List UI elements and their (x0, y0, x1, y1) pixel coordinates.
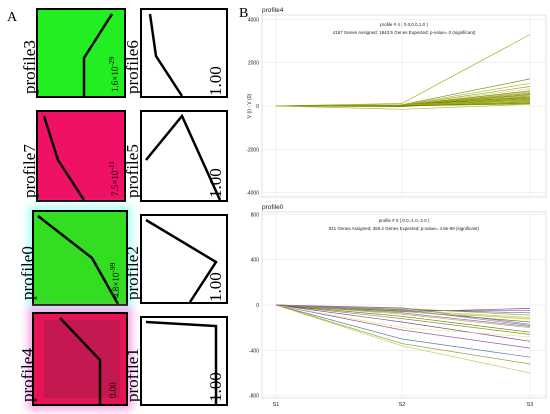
chart2-title: profile0 (262, 204, 284, 211)
chart-xtick: S3 (527, 402, 534, 408)
profile2-tile (140, 214, 228, 304)
profile5-curve (145, 113, 222, 200)
chart2-series-line (275, 304, 531, 333)
profile6-tile (140, 8, 228, 98)
profile3-curve (82, 13, 114, 96)
chart1-ylabel: V (i) - V (0) (247, 93, 253, 118)
profile1-curve (145, 320, 218, 404)
chart1-subtitle1: profile # 4 ( 0.0,0.0,1.0 ) (380, 22, 428, 27)
chart2-series-line (275, 304, 531, 342)
chart2-series-line (275, 304, 531, 327)
profile0-curve (37, 215, 120, 304)
chart2-subtitle1: profile # 0 ( 0.0,-1.0,-2.0 ) (379, 218, 430, 223)
chart2-series-line (275, 304, 531, 329)
chart1-ytick: 2000 (248, 61, 259, 67)
chart2-ytick: 0 (256, 303, 259, 309)
chart2-series-line (275, 304, 531, 374)
chart1-ytick: 4000 (248, 17, 259, 23)
profile6-curve (148, 13, 184, 96)
chart1-ytick: 0 (256, 104, 259, 110)
profile4-curve (59, 317, 102, 404)
profile7-tile (36, 110, 126, 202)
chart1-ytick: -4000 (246, 191, 259, 197)
chart2-ytick: -400 (249, 348, 259, 354)
chart2-series-line (275, 304, 531, 319)
panel-b-letter: B (239, 6, 249, 21)
chart2-series-line (275, 304, 531, 338)
chart2-series-line (275, 304, 531, 358)
chart2-ytick: 800 (251, 212, 260, 218)
chart2-ytick: 400 (251, 258, 260, 264)
profile4-tile (32, 312, 128, 406)
chart-xtick: S1 (273, 402, 280, 408)
chart1-series-line (275, 103, 531, 107)
chart1-series-line (275, 34, 531, 107)
chart1-title: profile4 (262, 7, 284, 14)
chart1-series-line (275, 103, 531, 110)
chart1-ytick: -2000 (246, 147, 259, 153)
panel-a-letter: A (7, 10, 18, 25)
profile2-curve (145, 218, 218, 302)
chart2-series-line (275, 304, 531, 349)
chart2-series-line (275, 304, 531, 335)
profile3-tile (36, 8, 126, 98)
chart2-subtitle2: 811 Genes Assigned; 359.2 Genes Expected… (329, 226, 480, 231)
chart2-series-line (275, 304, 531, 326)
profile0-tile (32, 210, 128, 306)
profile4-inner-shade (44, 320, 120, 398)
profile1-tile (140, 316, 228, 406)
chart2-series-line (275, 304, 531, 325)
chart2-series-line (275, 304, 531, 365)
profile7-curve (42, 115, 86, 200)
chart-xtick: S2 (399, 402, 406, 408)
chart2-ytick: -800 (249, 394, 259, 400)
profile5-tile (140, 110, 228, 202)
chart1-subtitle2: 4167 Genes Assigned; 1843.5 Genes Expect… (333, 30, 476, 35)
